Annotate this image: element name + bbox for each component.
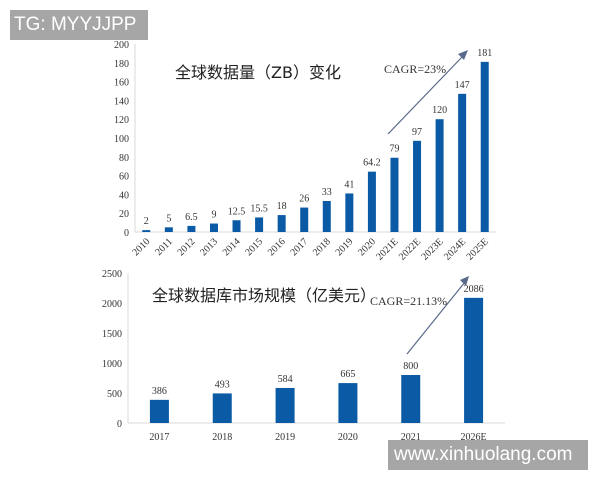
bar-value-label: 26 [299, 194, 309, 205]
chart1-title: 全球数据量（ZB）变化 [175, 63, 341, 82]
x-tick-label: 2015 [243, 236, 265, 258]
x-tick-label: 2019 [334, 236, 356, 258]
x-tick-label: 2021E [374, 236, 400, 262]
watermark-bottom: www.xinhuolang.com [388, 440, 588, 470]
y-tick-label: 200 [114, 40, 129, 51]
bar [277, 215, 286, 232]
bar-value-label: 493 [215, 379, 230, 390]
bar-value-label: 800 [403, 361, 418, 372]
y-tick-label: 160 [114, 78, 129, 89]
bar-value-label: 181 [477, 48, 492, 59]
y-tick-label: 180 [114, 59, 129, 70]
bar [300, 207, 309, 232]
bar [413, 140, 422, 232]
bar [367, 171, 376, 232]
bar [255, 217, 264, 232]
chart2-title: 全球数据库市场规模（亿美元） [152, 286, 376, 305]
x-tick-label: 2017 [149, 432, 169, 443]
x-tick-label: 2010 [130, 236, 152, 258]
bar-value-label: 584 [278, 374, 293, 385]
bar [149, 399, 169, 423]
bar-value-label: 120 [432, 105, 447, 116]
bar [209, 223, 218, 232]
bar [458, 93, 467, 232]
x-tick-label: 2018 [311, 236, 333, 258]
y-tick-label: 40 [119, 190, 129, 201]
x-tick-label: 2013 [198, 236, 220, 258]
x-tick-label: 2020 [338, 432, 358, 443]
watermark-top: TG: MYYJJPP [10, 10, 148, 40]
bar-value-label: 33 [322, 187, 332, 198]
bar [275, 387, 295, 423]
x-tick-label: 2023E [419, 236, 445, 262]
bar [322, 200, 331, 232]
x-tick-label: 2021 [401, 432, 421, 443]
y-tick-label: 1500 [102, 329, 122, 340]
bar-value-label: 9 [211, 210, 216, 221]
bar-value-label: 97 [412, 127, 422, 138]
bar-value-label: 12.5 [228, 206, 246, 217]
y-tick-label: 20 [119, 209, 129, 220]
bar [164, 227, 173, 232]
bar-value-label: 64.2 [363, 158, 381, 169]
x-tick-label: 2026E [461, 432, 487, 443]
bar [212, 393, 232, 423]
bar-value-label: 2086 [464, 284, 484, 295]
y-tick-label: 60 [119, 172, 129, 183]
x-tick-label: 2011 [153, 236, 175, 258]
bar-value-label: 79 [389, 144, 399, 155]
y-tick-label: 500 [107, 389, 122, 400]
bar-value-label: 15.5 [250, 203, 268, 214]
chart1-cagr: CAGR=23% [384, 62, 446, 76]
bar-value-label: 5 [166, 213, 171, 224]
y-tick-label: 2500 [102, 269, 122, 280]
x-tick-label: 2024E [442, 236, 468, 262]
x-tick-label: 2019 [275, 432, 295, 443]
chart1-arrow-icon [387, 50, 468, 135]
chart2-arrow-icon [406, 276, 469, 355]
bar [480, 61, 489, 232]
bar-value-label: 665 [340, 369, 355, 380]
y-tick-label: 140 [114, 96, 129, 107]
x-tick-label: 2012 [176, 236, 198, 258]
bar [464, 297, 484, 423]
bar [390, 157, 399, 232]
y-tick-label: 0 [117, 419, 122, 430]
x-tick-label: 2022E [397, 236, 423, 262]
y-tick-label: 2000 [102, 299, 122, 310]
bar-value-label: 386 [152, 386, 167, 397]
x-tick-label: 2016 [266, 236, 288, 258]
y-tick-label: 0 [124, 228, 129, 239]
chart2-cagr: CAGR=21.13% [370, 294, 447, 308]
x-tick-label: 2025E [465, 236, 491, 262]
bar [187, 225, 196, 232]
bar-value-label: 41 [344, 179, 354, 190]
chart2-axes: 0 500 1000 1500 2000 2500 [102, 269, 505, 430]
x-tick-label: 2014 [221, 236, 243, 258]
y-tick-label: 80 [119, 153, 129, 164]
y-tick-label: 100 [114, 134, 129, 145]
y-tick-label: 120 [114, 115, 129, 126]
bar [232, 220, 241, 232]
bar [401, 375, 421, 423]
x-tick-label: 2018 [212, 432, 232, 443]
bar-value-label: 2 [144, 216, 149, 227]
bar-value-label: 147 [455, 80, 470, 91]
y-tick-label: 1000 [102, 359, 122, 370]
bar [435, 119, 444, 232]
bar [345, 193, 354, 232]
bar [142, 230, 151, 232]
chart2-bars: 386 2017 493 2018 584 2019 665 2020 800 2021 2086 2… [149, 284, 486, 443]
bar-value-label: 18 [277, 201, 287, 212]
bar [338, 383, 358, 423]
x-tick-label: 2017 [288, 236, 310, 258]
bar-value-label: 6.5 [185, 212, 198, 223]
